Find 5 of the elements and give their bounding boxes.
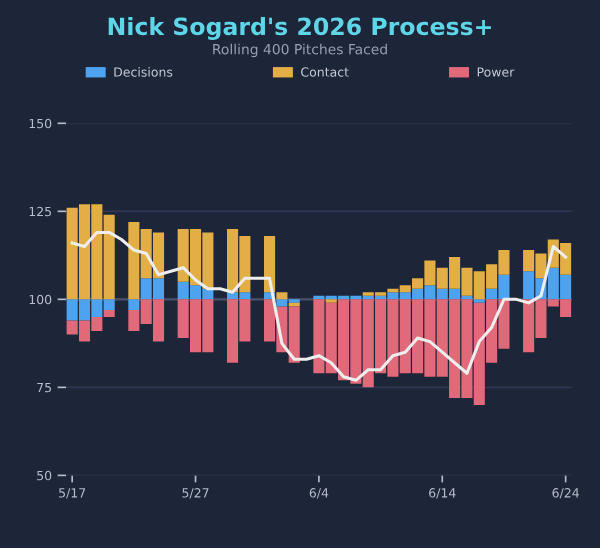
bar: [103, 309, 115, 317]
chart-title: Nick Sogard's 2026 Process+: [108, 16, 491, 41]
bar: [276, 292, 288, 300]
line-series: [70, 230, 568, 382]
bar: [128, 299, 140, 310]
